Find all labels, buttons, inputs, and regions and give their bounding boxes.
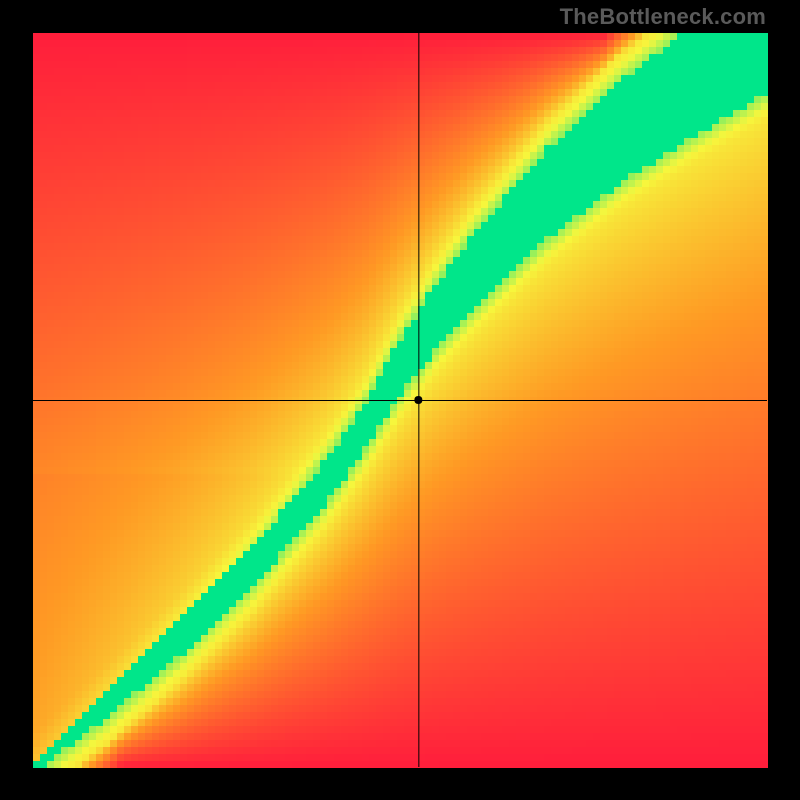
bottleneck-heatmap: [0, 0, 800, 800]
watermark-text: TheBottleneck.com: [560, 4, 766, 30]
